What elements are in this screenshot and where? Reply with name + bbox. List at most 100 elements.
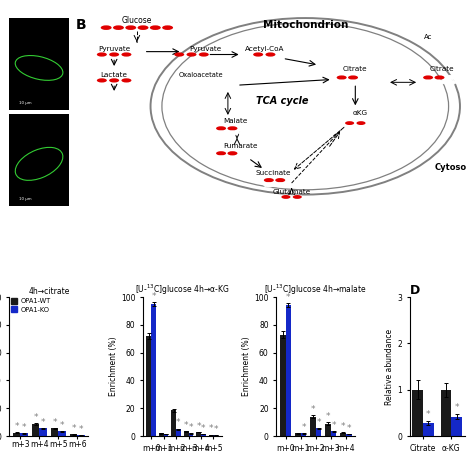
Circle shape bbox=[137, 25, 148, 30]
Circle shape bbox=[109, 53, 119, 56]
Bar bbox=[440, 390, 451, 436]
Bar bbox=[184, 431, 189, 436]
Circle shape bbox=[282, 195, 291, 199]
Text: *: * bbox=[41, 418, 45, 427]
Bar bbox=[316, 428, 321, 436]
Circle shape bbox=[186, 53, 197, 56]
Circle shape bbox=[282, 195, 291, 199]
Text: *: * bbox=[79, 425, 83, 434]
Circle shape bbox=[264, 178, 274, 182]
Y-axis label: Relative abundance: Relative abundance bbox=[385, 328, 394, 405]
Text: Pyruvate: Pyruvate bbox=[98, 46, 130, 52]
Bar bbox=[176, 429, 181, 436]
Bar bbox=[39, 428, 46, 436]
Text: D: D bbox=[410, 284, 420, 297]
Circle shape bbox=[293, 200, 302, 204]
Bar bbox=[209, 435, 213, 436]
Circle shape bbox=[239, 126, 249, 130]
Bar bbox=[280, 335, 286, 436]
Text: *: * bbox=[151, 292, 156, 301]
Text: Glutamate: Glutamate bbox=[273, 189, 311, 195]
Circle shape bbox=[216, 156, 226, 160]
Circle shape bbox=[359, 75, 369, 80]
Text: 10 μm: 10 μm bbox=[18, 101, 31, 105]
Circle shape bbox=[216, 126, 226, 130]
Y-axis label: Enrichment (%): Enrichment (%) bbox=[109, 337, 118, 396]
Circle shape bbox=[348, 80, 358, 84]
Circle shape bbox=[337, 75, 346, 80]
Text: *: * bbox=[316, 418, 321, 427]
Text: *: * bbox=[213, 425, 218, 434]
Circle shape bbox=[345, 121, 354, 125]
Bar bbox=[346, 434, 352, 436]
Circle shape bbox=[356, 121, 365, 125]
Circle shape bbox=[121, 53, 131, 56]
Circle shape bbox=[225, 81, 234, 85]
Circle shape bbox=[239, 131, 249, 135]
Circle shape bbox=[162, 25, 173, 30]
Y-axis label: Enrichment (%): Enrichment (%) bbox=[242, 337, 251, 396]
Text: *: * bbox=[22, 423, 26, 432]
Text: Lactate: Lactate bbox=[100, 72, 128, 78]
Circle shape bbox=[216, 151, 226, 155]
Circle shape bbox=[275, 183, 285, 187]
Text: *: * bbox=[331, 421, 336, 430]
Circle shape bbox=[356, 121, 365, 125]
Text: *: * bbox=[426, 410, 430, 419]
Bar bbox=[164, 434, 168, 436]
Text: *: * bbox=[176, 419, 181, 428]
Bar bbox=[213, 435, 218, 436]
Circle shape bbox=[174, 53, 184, 56]
Circle shape bbox=[253, 53, 263, 56]
Text: Cytoso: Cytoso bbox=[435, 163, 467, 172]
Bar bbox=[340, 433, 346, 436]
Bar bbox=[423, 423, 434, 436]
Bar bbox=[196, 432, 201, 436]
Title: [U-$^{13}$C]glucose 4h→α-KG: [U-$^{13}$C]glucose 4h→α-KG bbox=[135, 283, 229, 297]
Bar bbox=[201, 434, 206, 436]
Title: [U-$^{13}$C]glucose 4h→malate: [U-$^{13}$C]glucose 4h→malate bbox=[264, 283, 367, 297]
Text: 10 μm: 10 μm bbox=[18, 197, 31, 201]
Circle shape bbox=[446, 75, 456, 80]
Circle shape bbox=[100, 25, 112, 30]
Circle shape bbox=[446, 80, 456, 84]
Circle shape bbox=[337, 80, 346, 84]
Circle shape bbox=[121, 78, 131, 82]
Circle shape bbox=[435, 75, 445, 80]
Bar bbox=[9, 18, 69, 110]
Bar bbox=[32, 424, 39, 436]
Circle shape bbox=[264, 183, 274, 187]
Text: Succinate: Succinate bbox=[255, 170, 291, 176]
Circle shape bbox=[228, 131, 237, 135]
Text: *: * bbox=[201, 424, 206, 433]
Circle shape bbox=[239, 151, 249, 155]
Bar bbox=[146, 336, 151, 436]
Text: *: * bbox=[455, 402, 459, 411]
Text: *: * bbox=[72, 424, 76, 433]
Bar bbox=[9, 114, 69, 206]
Text: *: * bbox=[189, 423, 193, 432]
Bar bbox=[325, 424, 331, 436]
Text: TCA cycle: TCA cycle bbox=[256, 96, 309, 106]
Circle shape bbox=[356, 126, 365, 130]
Bar bbox=[310, 417, 316, 436]
Circle shape bbox=[345, 121, 354, 125]
Circle shape bbox=[265, 53, 275, 56]
Text: *: * bbox=[53, 418, 57, 427]
Circle shape bbox=[423, 80, 433, 84]
Text: Glucose: Glucose bbox=[122, 16, 152, 25]
Circle shape bbox=[228, 151, 237, 155]
Text: Citrate: Citrate bbox=[429, 66, 454, 72]
Text: Mitochondrion: Mitochondrion bbox=[263, 20, 348, 30]
Circle shape bbox=[359, 80, 369, 84]
Text: *: * bbox=[196, 421, 201, 430]
Circle shape bbox=[225, 86, 234, 90]
Circle shape bbox=[199, 53, 209, 56]
Circle shape bbox=[348, 75, 358, 80]
Bar bbox=[171, 410, 176, 436]
Circle shape bbox=[275, 178, 285, 182]
Text: Malate: Malate bbox=[223, 118, 248, 124]
Bar bbox=[77, 435, 85, 436]
Text: Acetyl-CoA: Acetyl-CoA bbox=[245, 46, 284, 52]
Text: *: * bbox=[209, 424, 213, 433]
